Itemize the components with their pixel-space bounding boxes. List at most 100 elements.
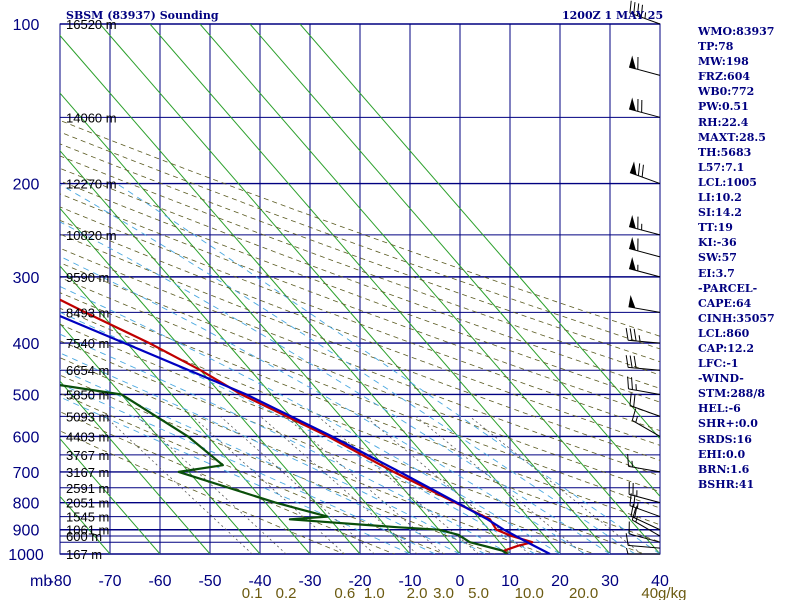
mixing-ratio-line [192,416,346,554]
dry-adiabat [60,247,660,477]
wind-barbs [625,0,661,555]
barb-staff [628,493,661,504]
barb-feather [631,508,637,521]
barb-staff [628,366,661,371]
barb-feather [636,3,640,16]
index-item: MW:198 [698,55,749,69]
temperature-tick-label: 10 [501,573,519,590]
barb-staff [628,544,661,549]
barb-feather [627,453,629,467]
wind-barb [628,55,661,76]
dry-adiabat [60,340,596,554]
parcel-trace [60,314,551,554]
barb-staff [629,172,661,185]
dry-adiabat [60,430,346,554]
temperature-tick-label: -50 [198,573,221,590]
height-label: 4403 m [66,429,109,444]
clipped-guides [60,24,660,554]
mixing-ratio-label: 3.0 [433,585,454,600]
dry-adiabat [60,277,660,509]
moist-adiabat [60,183,636,554]
y-axis-label: mb [30,573,52,590]
barb-staff [632,519,661,537]
wind-barb [631,408,661,437]
barb-staff [628,66,661,76]
dry-adiabat [60,411,396,554]
temperature-tick-label: 0 [456,573,465,590]
dry-adiabat [60,206,660,432]
moist-adiabat [60,311,536,554]
isotherm-line [60,207,361,554]
temperature-tick-label: -70 [98,573,121,590]
barb-staff [628,268,661,278]
barb-pennant [629,215,636,229]
isotherm-line [60,34,511,554]
barb-pennant [629,55,636,69]
index-item: LI:10.2 [698,191,742,205]
wind-barb [629,0,661,25]
temperature-tick-label: -40 [248,573,271,590]
isotherm-line [60,265,311,554]
wind-barb [626,547,660,555]
index-item: KI:-36 [698,236,737,250]
wind-barb [628,257,661,278]
barb-half-feather [636,502,639,509]
barb-pennant [629,161,637,175]
index-item: WMO:83937 [698,25,775,38]
isotherm-line [60,150,411,554]
height-label: 2591 m [66,481,109,496]
index-item: EI:3.7 [698,266,735,280]
index-item: FRZ:604 [698,70,751,84]
wind-barb [628,294,661,313]
dewpoint-trace [60,384,509,554]
mixing-ratio-label: 0.6 [334,585,355,600]
barb-feather [629,493,632,506]
height-label: 12270 m [66,177,117,192]
height-label: 14060 m [66,110,117,125]
moist-adiabat [60,333,511,554]
index-item: PW:0.51 [698,100,749,114]
barb-half-feather [626,547,629,555]
barb-staff [630,515,661,531]
index-item: HEL:-6 [698,402,741,416]
wind-barb [628,97,661,118]
barb-staff [628,339,661,344]
barb-staff [628,108,661,118]
barb-pennant [629,257,636,271]
chart-title: SBSM (83937) Sounding [66,9,219,22]
height-label: 5093 m [66,409,109,424]
barb-staff [629,404,661,417]
index-panel: WMO:83937 TP:78 MW:198 FRZ:604 WB0:772 PW:0.5… [698,24,800,492]
dry-adiabat [60,357,546,554]
pressure-tick-label: 700 [13,465,40,482]
pressure-tick-label: 1000 [8,547,44,564]
wind-barb [628,521,661,543]
barb-staff [628,533,661,543]
mixing-ratio-label: 40g/kg [641,585,686,600]
wind-barb [627,376,661,395]
temperature-tick-label: 20 [551,573,569,590]
index-item: BSHR:41 [698,477,755,491]
barb-feather [633,394,636,407]
moist-adiabat [116,183,660,554]
isotherm-line [199,24,660,554]
pressure-tick-label: 900 [13,523,40,540]
barb-feather [631,377,633,390]
barb-pennant [629,236,636,251]
moist-adiabat [60,286,561,554]
dry-adiabat [60,233,660,461]
dry-adiabat [60,392,446,554]
isotherm-line [60,380,211,554]
index-item: STM:288/8 [698,387,765,401]
temperature-tick-label: -20 [348,573,371,590]
dry-adiabat [60,167,660,389]
height-label: 16520 m [66,17,117,32]
dry-adiabat [60,374,496,554]
barb-half-feather [635,416,638,423]
wind-barb [625,355,661,371]
mixing-ratio-label: 10.0 [515,585,544,600]
barb-feather [629,393,632,406]
height-label: 8493 m [66,305,109,320]
barb-feather [630,503,634,517]
moist-adiabat [60,396,411,554]
